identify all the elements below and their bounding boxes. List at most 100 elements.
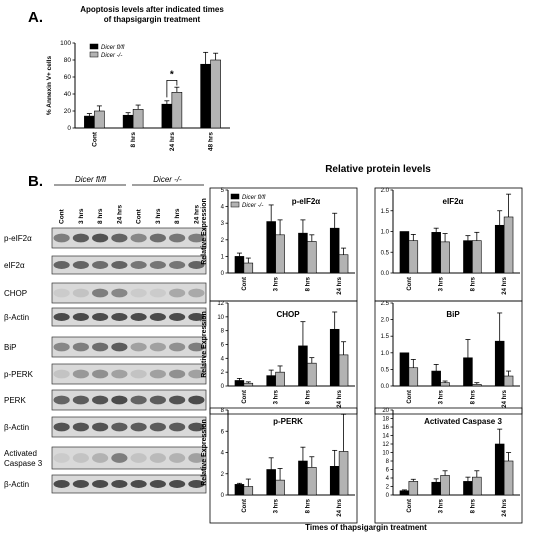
blot-band [169, 369, 186, 379]
blot-band [149, 313, 166, 321]
x-tick-label: Cont [242, 390, 248, 404]
bar-control [399, 490, 410, 496]
x-tick-label: 3 hrs [274, 276, 280, 291]
bar-control [431, 370, 441, 387]
blot-strip [51, 227, 207, 249]
panel-b-label: B. [28, 173, 43, 190]
blot-band [130, 233, 147, 243]
x-tick-label: Cont [407, 499, 413, 513]
shared-x-axis-label: Times of thapsigargin treatment [305, 523, 427, 532]
x-tick-label: Cont [407, 390, 413, 404]
blot-row: eIF2α [4, 255, 207, 275]
y-tick-label: 4 [386, 476, 390, 482]
legend-label: Dicer fl/fl [242, 195, 266, 201]
bar-control [122, 114, 134, 129]
bar-knockout [408, 367, 419, 387]
blot-band [111, 395, 128, 405]
y-tick-label: 20 [382, 408, 389, 414]
bar-control [266, 375, 276, 387]
blot-band [188, 395, 205, 405]
y-axis-label: Relative Expression [201, 311, 208, 378]
blot-band [130, 313, 147, 321]
blot-row-label: PERK [4, 396, 26, 405]
bar-knockout [440, 475, 450, 496]
blot-band [53, 480, 70, 488]
y-tick-label: 4 [221, 451, 225, 457]
bar-control [463, 481, 473, 496]
bar-control [329, 328, 340, 387]
bar-control [329, 227, 340, 274]
x-tick-label: 3 hrs [439, 389, 445, 404]
x-tick-label: 48 hrs [208, 132, 215, 152]
blot-band [149, 453, 166, 463]
y-tick-label: 8 [386, 459, 390, 465]
x-tick-label: 8 hrs [470, 498, 476, 513]
blot-band [53, 395, 70, 405]
bar-control [494, 340, 505, 387]
chart-title: BiP [446, 310, 460, 319]
y-tick-label: 3 [221, 221, 225, 227]
blot-strip [51, 307, 207, 327]
blot-band [188, 453, 205, 463]
blot-band [72, 453, 89, 463]
blot-band [53, 233, 70, 243]
y-tick-label: 60 [64, 74, 72, 81]
chart-pperk: 0 2 4 6 8 Relative Expression p-PERK Cont 3 hrs 8… [201, 407, 358, 524]
blot-row-label: p-PERK [4, 370, 34, 379]
y-tick-label: 8 [221, 329, 225, 335]
y-tick-label: 12 [217, 301, 224, 307]
bar-control [234, 484, 245, 496]
chart-peif2a: 0 1 2 3 4 5 Relative Expression p-eIF2α Cont 3 hr… [201, 187, 358, 302]
blot-band [92, 453, 109, 463]
legend-swatch [230, 193, 240, 200]
blot-row-label: p-eIF2α [4, 234, 32, 243]
blot-band [72, 261, 89, 269]
significance-bracket [166, 80, 178, 98]
bar-control [298, 232, 308, 274]
blot-band [169, 422, 186, 432]
bar-control [84, 115, 95, 129]
blot-band [130, 342, 147, 352]
bar-knockout [275, 479, 285, 496]
bar-control [431, 481, 441, 496]
blot-row-label: BiP [4, 343, 16, 352]
blot-band [169, 480, 186, 488]
y-tick-label: 4 [221, 205, 225, 211]
blot-lane-label: 3 hrs [155, 208, 162, 224]
blot-band [111, 288, 128, 298]
blot-band [92, 233, 109, 243]
legend-swatch [89, 51, 99, 58]
chart-frame [209, 300, 358, 415]
blot-strip [51, 363, 207, 385]
blot-band [149, 261, 166, 269]
blot-strip [51, 474, 207, 494]
blot-row-label: β-Actin [4, 480, 29, 489]
y-axis-label: Relative Expression [201, 198, 208, 265]
bar-knockout [338, 451, 349, 496]
blot-row: β-Actin [4, 416, 207, 438]
blot-lane-label: Cont [59, 208, 66, 224]
chart-frame [374, 407, 523, 524]
blot-band [149, 233, 166, 243]
bar-knockout [440, 382, 450, 387]
bar-control [463, 240, 473, 274]
bar-control [200, 63, 211, 129]
y-tick-label: 2 [221, 472, 225, 478]
y-tick-label: 12 [382, 442, 389, 448]
chart-title: eIF2α [443, 197, 464, 206]
y-tick-label: 6 [221, 429, 225, 435]
y-tick-label: 1.5 [381, 334, 390, 340]
blot-band [188, 261, 205, 269]
y-tick-label: 2 [386, 485, 390, 491]
y-tick-label: 0 [221, 493, 225, 499]
blot-band [92, 369, 109, 379]
chart-title: Apoptosis levels after indicated times [80, 5, 224, 14]
blot-lane-label: 3 hrs [78, 208, 85, 224]
blot-band [130, 395, 147, 405]
bar-knockout [338, 354, 349, 387]
x-tick-label: 24 hrs [169, 132, 176, 152]
y-tick-label: 2 [221, 370, 225, 376]
blot-row: β-Actin [4, 474, 207, 494]
blot-band [72, 233, 89, 243]
